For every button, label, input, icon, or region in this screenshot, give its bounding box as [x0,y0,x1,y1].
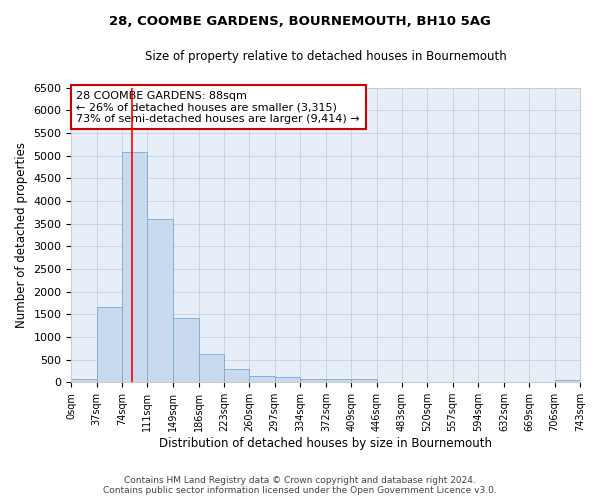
Bar [326,380,352,382]
Bar [250,376,275,382]
Bar [122,152,148,382]
Bar [199,354,224,382]
Y-axis label: Number of detached properties: Number of detached properties [15,142,28,328]
Bar [71,379,97,382]
Bar [224,369,250,382]
Bar [97,308,122,382]
Bar [173,318,199,382]
Text: 28 COOMBE GARDENS: 88sqm
← 26% of detached houses are smaller (3,315)
73% of sem: 28 COOMBE GARDENS: 88sqm ← 26% of detach… [76,90,360,124]
X-axis label: Distribution of detached houses by size in Bournemouth: Distribution of detached houses by size … [159,437,492,450]
Bar [352,380,377,382]
Title: Size of property relative to detached houses in Bournemouth: Size of property relative to detached ho… [145,50,506,63]
Text: Contains HM Land Registry data © Crown copyright and database right 2024.
Contai: Contains HM Land Registry data © Crown c… [103,476,497,495]
Text: 28, COOMBE GARDENS, BOURNEMOUTH, BH10 5AG: 28, COOMBE GARDENS, BOURNEMOUTH, BH10 5A… [109,15,491,28]
Bar [148,219,173,382]
Bar [554,380,580,382]
Bar [300,379,326,382]
Bar [275,377,300,382]
